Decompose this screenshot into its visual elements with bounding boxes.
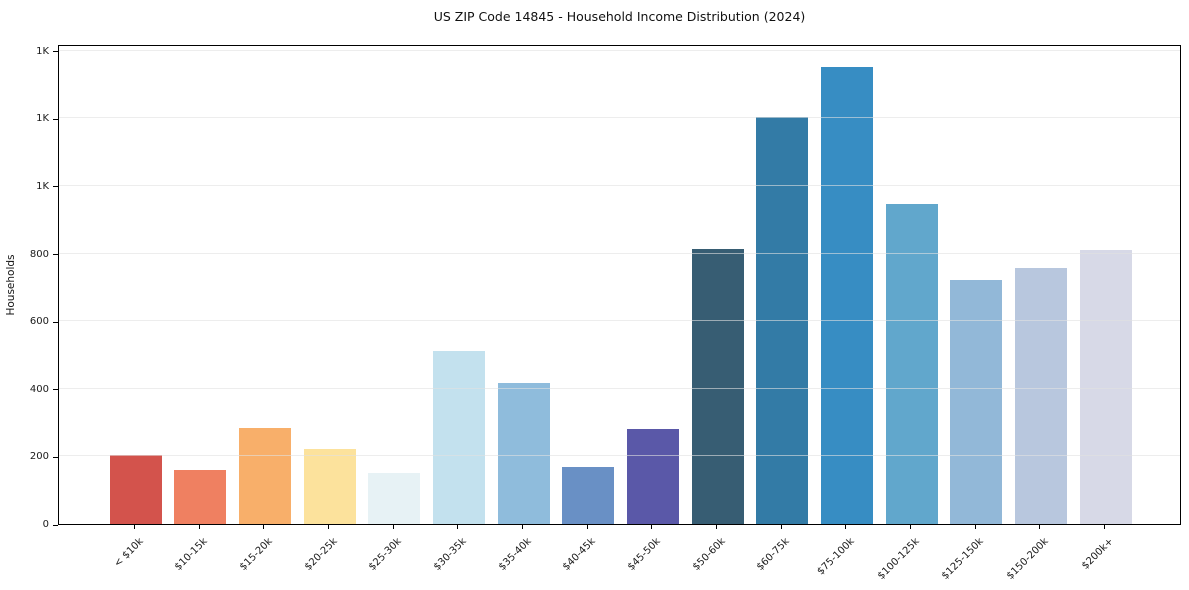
bar-$30-35k — [432, 350, 485, 524]
x-tick-mark — [780, 525, 782, 529]
x-tick-mark — [198, 525, 200, 529]
gridline — [59, 184, 1180, 186]
plot-area — [58, 45, 1181, 525]
x-tick-mark — [974, 525, 976, 529]
bar-$150-200k — [1014, 267, 1067, 524]
gridline — [59, 117, 1180, 119]
chart-title: US ZIP Code 14845 - Household Income Dis… — [433, 9, 806, 24]
bar-$25-30k — [368, 473, 421, 524]
bar-$40-45k — [562, 467, 615, 524]
x-tick-label: $50-60k — [690, 536, 728, 573]
bar-$100-125k — [885, 203, 938, 524]
bar-$125-150k — [950, 279, 1003, 524]
x-tick-mark — [328, 525, 329, 529]
x-tick-mark — [134, 525, 135, 529]
x-tick-label: $100-125k — [875, 536, 922, 582]
x-tick-mark — [457, 525, 459, 529]
bar-$15-20k — [238, 427, 291, 524]
bar-$200k+ — [1079, 250, 1132, 524]
x-tick-mark — [522, 525, 523, 529]
gridline — [59, 320, 1180, 322]
gridline — [59, 252, 1180, 254]
bar-$45-50k — [626, 429, 679, 524]
x-tick-label: $10-15k — [173, 536, 210, 573]
x-tick-mark — [586, 525, 588, 529]
y-tick-label: 1K — [36, 45, 49, 57]
x-tick-mark — [651, 525, 653, 529]
x-tick-mark — [392, 525, 394, 529]
bar-$50-60k — [691, 249, 744, 524]
bar-$10-15k — [174, 469, 227, 524]
y-tick-label: 1K — [36, 113, 49, 125]
x-tick-mark — [263, 525, 265, 529]
x-tick-label: $125-150k — [940, 536, 986, 582]
x-tick-mark — [910, 525, 911, 529]
gridline — [59, 387, 1180, 389]
bar-$20-25k — [303, 448, 356, 524]
x-tick-label: $75-100k — [815, 536, 857, 578]
x-tick-label: $45-50k — [625, 536, 663, 573]
x-tick-label: $15-20k — [237, 536, 275, 573]
x-tick-label: $20-25k — [302, 536, 340, 573]
bar-< $10k — [109, 455, 162, 524]
x-tick-label: $25-30k — [367, 536, 404, 573]
x-tick-label: $200k+ — [1079, 536, 1116, 572]
x-tick-label: < $10k — [111, 536, 146, 570]
x-tick-label: $60-75k — [755, 536, 792, 573]
y-tick-label: 200 — [29, 451, 49, 463]
gridline — [59, 455, 1180, 457]
y-tick-label: 1K — [36, 180, 49, 192]
x-tick-label: $30-35k — [431, 536, 469, 573]
gridline — [59, 49, 1180, 51]
y-tick-label: 600 — [29, 316, 49, 328]
x-tick-mark — [716, 525, 717, 529]
x-tick-mark — [845, 525, 847, 529]
y-tick-label: 400 — [29, 383, 49, 395]
x-tick-label: $150-200k — [1004, 536, 1051, 582]
bar-$75-100k — [820, 67, 873, 524]
x-tick-mark — [1039, 525, 1041, 529]
x-tick-label: $35-40k — [496, 536, 534, 573]
x-tick-label: $40-45k — [561, 536, 598, 573]
x-tick-mark — [1104, 525, 1105, 529]
bar-$35-40k — [497, 382, 550, 524]
y-axis-label: Households — [5, 254, 17, 316]
y-tick-label: 0 — [42, 519, 49, 530]
